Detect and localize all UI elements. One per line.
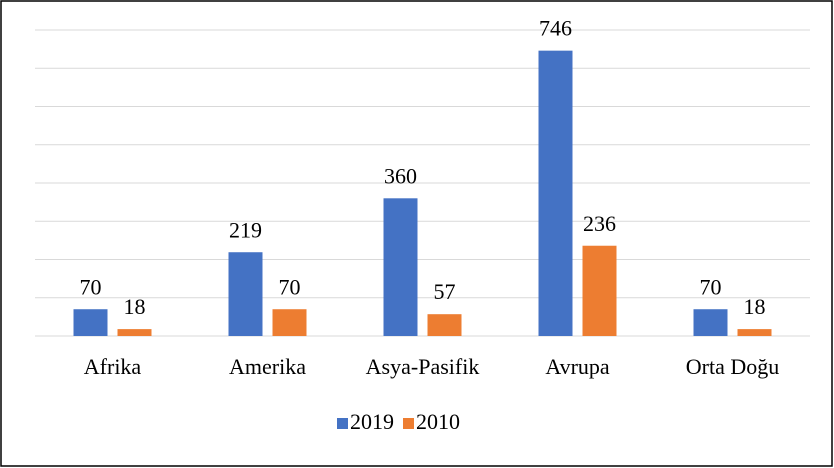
x-tick-label: Orta Doğu bbox=[686, 354, 779, 379]
x-tick-label: Asya-Pasifik bbox=[366, 354, 480, 379]
bar bbox=[582, 245, 617, 336]
x-tick-label: Avrupa bbox=[545, 354, 610, 379]
legend-label: 2019 bbox=[350, 409, 394, 434]
bar bbox=[383, 198, 418, 336]
legend-label: 2010 bbox=[416, 409, 460, 434]
data-label: 18 bbox=[124, 294, 146, 319]
bar bbox=[538, 50, 573, 336]
data-label: 18 bbox=[744, 294, 766, 319]
bar bbox=[737, 329, 772, 336]
x-tick-label: Amerika bbox=[229, 354, 306, 379]
data-label: 70 bbox=[80, 274, 102, 299]
data-label: 219 bbox=[229, 217, 262, 242]
legend-swatch bbox=[403, 418, 414, 429]
legend-swatch bbox=[337, 418, 348, 429]
bar bbox=[272, 309, 307, 336]
bar bbox=[427, 314, 462, 336]
data-label: 360 bbox=[384, 163, 417, 188]
x-tick-label: Afrika bbox=[84, 354, 142, 379]
data-label: 236 bbox=[583, 211, 616, 236]
bar bbox=[693, 309, 728, 336]
data-label: 70 bbox=[279, 274, 301, 299]
bar bbox=[73, 309, 108, 336]
bar bbox=[117, 329, 152, 336]
bar bbox=[228, 252, 263, 336]
data-label: 57 bbox=[434, 279, 456, 304]
data-label: 70 bbox=[700, 274, 722, 299]
data-label: 746 bbox=[539, 16, 572, 41]
